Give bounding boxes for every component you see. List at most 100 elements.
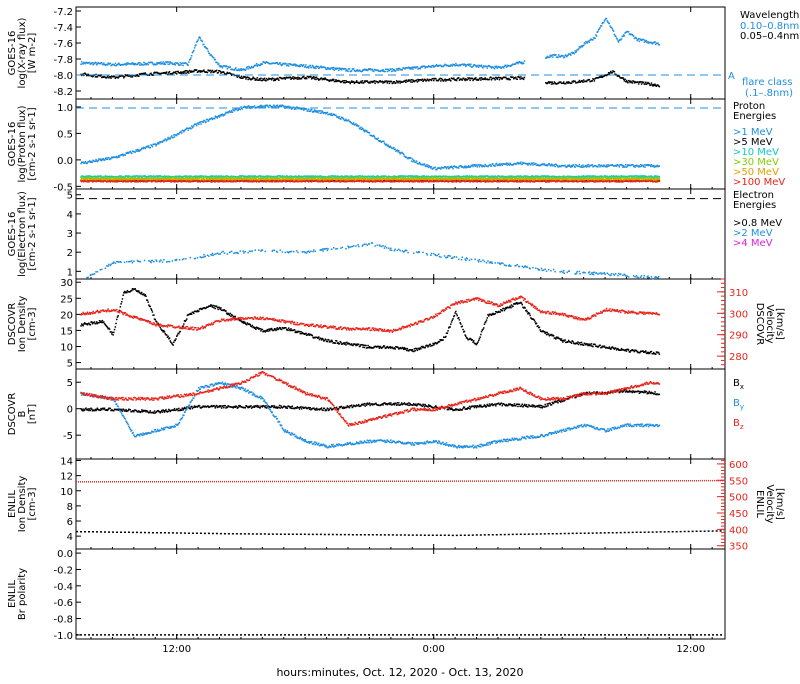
data-point bbox=[314, 109, 316, 111]
data-point bbox=[187, 71, 189, 73]
data-point bbox=[643, 166, 645, 168]
data-point bbox=[147, 64, 149, 66]
data-point bbox=[167, 137, 169, 139]
data-point bbox=[431, 80, 433, 82]
x-tick-label: 12:00 bbox=[676, 644, 705, 655]
data-point bbox=[588, 164, 590, 166]
data-point bbox=[207, 51, 209, 53]
y-tick-label: 14 bbox=[60, 457, 73, 468]
data-point bbox=[159, 62, 161, 64]
data-point bbox=[472, 164, 474, 166]
data-point bbox=[180, 64, 182, 66]
data-point bbox=[624, 166, 626, 168]
data-point bbox=[272, 78, 274, 80]
right-tick-label: 600 bbox=[729, 460, 748, 471]
data-point bbox=[578, 48, 580, 50]
y-axis-label: [nT] bbox=[27, 404, 38, 424]
data-point bbox=[586, 166, 588, 168]
data-point bbox=[227, 68, 229, 70]
data-point bbox=[191, 125, 193, 127]
y-tick-label: 3 bbox=[67, 229, 73, 240]
data-point bbox=[210, 72, 212, 74]
data-point bbox=[482, 67, 484, 69]
y-tick-label: -0.6 bbox=[53, 598, 73, 609]
data-point bbox=[425, 166, 427, 168]
data-point bbox=[453, 78, 455, 80]
y-tick-label: -0.2 bbox=[53, 565, 73, 576]
data-point bbox=[478, 164, 480, 166]
data-point bbox=[264, 78, 266, 80]
data-point bbox=[490, 77, 492, 79]
data-point bbox=[195, 44, 197, 46]
data-point bbox=[110, 76, 112, 78]
data-point bbox=[335, 81, 337, 83]
data-point bbox=[202, 121, 204, 123]
data-point bbox=[640, 164, 642, 166]
y-tick-label: 2 bbox=[67, 248, 73, 259]
data-point bbox=[311, 78, 313, 80]
data-point bbox=[293, 107, 295, 109]
data-point bbox=[499, 79, 501, 81]
data-point bbox=[632, 82, 634, 84]
data-point bbox=[641, 83, 643, 85]
data-point bbox=[280, 62, 282, 64]
data-point bbox=[455, 63, 457, 65]
data-point bbox=[367, 80, 369, 82]
y-tick-label: -7.4 bbox=[53, 23, 73, 34]
data-point bbox=[411, 160, 413, 162]
y-axis-label: [cm-3] bbox=[27, 487, 38, 520]
data-point bbox=[609, 72, 611, 74]
data-point bbox=[339, 116, 341, 118]
data-point bbox=[579, 80, 581, 82]
data-point bbox=[162, 61, 164, 63]
data-point bbox=[185, 70, 187, 72]
data-point bbox=[387, 82, 389, 84]
data-point bbox=[462, 79, 464, 81]
data-point bbox=[550, 165, 552, 167]
data-point bbox=[369, 82, 371, 84]
data-point bbox=[460, 165, 462, 167]
data-point bbox=[474, 164, 476, 166]
data-point bbox=[345, 82, 347, 84]
data-point bbox=[606, 164, 608, 166]
data-point bbox=[494, 68, 496, 70]
panel-frame bbox=[76, 189, 725, 279]
data-point bbox=[502, 165, 504, 167]
data-point bbox=[505, 65, 507, 67]
data-point bbox=[317, 112, 319, 114]
data-point bbox=[193, 50, 195, 52]
data-point bbox=[89, 62, 91, 64]
data-point bbox=[166, 71, 168, 73]
data-point bbox=[397, 82, 399, 84]
data-point bbox=[433, 80, 435, 82]
data-point bbox=[188, 72, 190, 74]
data-point bbox=[496, 77, 498, 79]
data-point bbox=[599, 28, 601, 30]
data-point bbox=[292, 76, 294, 78]
data-point bbox=[124, 76, 126, 78]
data-point bbox=[175, 72, 177, 74]
data-point bbox=[342, 80, 344, 82]
data-point bbox=[333, 67, 335, 69]
data-point bbox=[122, 154, 124, 156]
data-point bbox=[148, 145, 150, 147]
data-point bbox=[405, 82, 407, 84]
data-point bbox=[565, 83, 567, 85]
data-point bbox=[284, 77, 286, 79]
data-point bbox=[114, 65, 116, 67]
data-point bbox=[187, 129, 189, 131]
data-point bbox=[482, 166, 484, 168]
data-point bbox=[592, 39, 594, 41]
data-point bbox=[613, 30, 615, 32]
data-point bbox=[240, 106, 242, 108]
data-point bbox=[486, 66, 488, 68]
data-point bbox=[317, 110, 319, 112]
data-point bbox=[411, 79, 413, 81]
right-tick-label: 310 bbox=[729, 288, 748, 299]
data-point bbox=[355, 123, 357, 125]
data-point bbox=[472, 166, 474, 168]
data-point bbox=[484, 79, 486, 81]
data-point bbox=[429, 166, 431, 168]
data-point bbox=[597, 31, 599, 33]
data-point bbox=[603, 22, 605, 24]
